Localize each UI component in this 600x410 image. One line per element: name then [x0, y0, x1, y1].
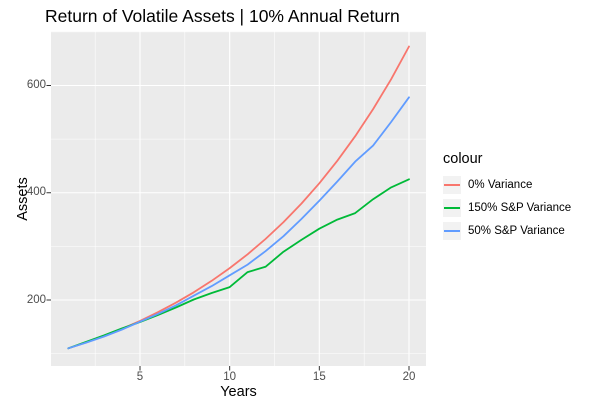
- legend-entry-label: 50% S&P Variance: [468, 225, 565, 237]
- legend-entry: 150% S&P Variance: [443, 199, 571, 217]
- legend-key-line-icon: [444, 207, 460, 209]
- x-axis-title: Years: [220, 384, 257, 400]
- legend-entry: 50% S&P Variance: [443, 222, 571, 240]
- legend-key: [443, 199, 461, 217]
- legend-entry-label: 0% Variance: [468, 179, 533, 191]
- plot-panel: [51, 31, 426, 366]
- y-tick-label: 600: [26, 79, 46, 91]
- legend-key: [443, 222, 461, 240]
- x-tick-label: 10: [223, 371, 237, 383]
- y-tick-label: 400: [26, 186, 46, 199]
- legend-entry: 0% Variance: [443, 176, 571, 194]
- plot-title: Return of Volatile Assets | 10% Annual R…: [45, 6, 400, 26]
- series-line: [67, 96, 410, 350]
- legend-key: [443, 176, 461, 194]
- x-tick-label: 5: [136, 371, 144, 383]
- x-tick-label: 20: [402, 371, 416, 383]
- x-tick-label: 15: [312, 371, 326, 383]
- legend-key-line-icon: [444, 230, 460, 232]
- legend: colour 0% Variance 150% S&P Variance 50% S…: [443, 151, 571, 245]
- legend-title: colour: [443, 151, 483, 167]
- legend-key-line-icon: [444, 184, 460, 186]
- legend-entry-label: 150% S&P Variance: [468, 202, 572, 214]
- y-tick-label: 200: [26, 293, 46, 306]
- legend-entries: 0% Variance 150% S&P Variance 50% S&P Vari…: [443, 176, 571, 240]
